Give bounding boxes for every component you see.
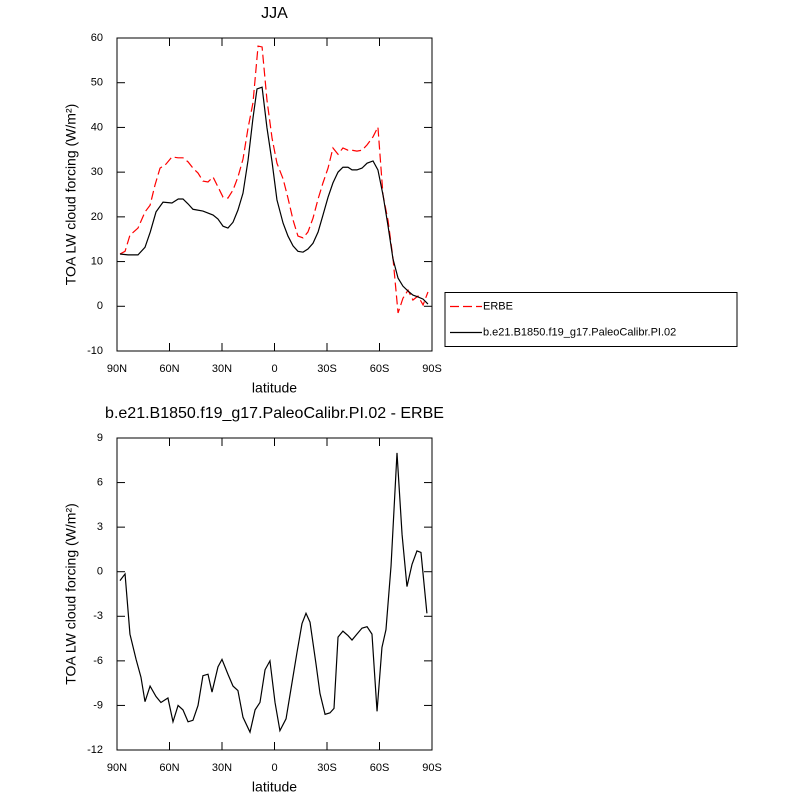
y-axis-label: TOA LW cloud forcing (W/m²) (63, 104, 79, 286)
x-tick-label: 0 (271, 363, 277, 375)
y-tick-label: 10 (91, 255, 103, 267)
y-tick-label: 50 (91, 77, 103, 89)
x-tick-label: 60S (370, 762, 390, 774)
y-tick-label: 3 (97, 521, 103, 533)
legend-label: ERBE (483, 300, 513, 312)
y-tick-label: 30 (91, 166, 103, 178)
data-line (119, 45, 429, 314)
x-tick-label: 90S (422, 762, 442, 774)
x-axis-label: latitude (252, 380, 297, 396)
y-tick-label: 20 (91, 211, 103, 223)
y-tick-label: -9 (93, 699, 103, 711)
y-tick-label: 9 (97, 432, 103, 444)
chart-title: JJA (261, 5, 288, 22)
x-axis-label: latitude (252, 779, 297, 795)
data-line (119, 86, 429, 305)
y-tick-label: -6 (93, 655, 103, 667)
y-tick-label: 0 (97, 566, 103, 578)
data-line (119, 452, 428, 734)
y-tick-label: 60 (91, 32, 103, 44)
x-tick-label: 90N (107, 363, 127, 375)
y-tick-label: 0 (97, 300, 103, 312)
legend-box (444, 292, 738, 347)
y-tick-label: -12 (87, 744, 103, 756)
x-tick-label: 30N (212, 762, 232, 774)
x-tick-label: 90S (422, 363, 442, 375)
plot-frame (116, 437, 433, 751)
y-tick-label: 40 (91, 121, 103, 133)
y-tick-label: -10 (87, 345, 103, 357)
x-tick-label: 30S (317, 762, 337, 774)
x-tick-label: 0 (271, 762, 277, 774)
y-tick-label: 6 (97, 476, 103, 488)
legend-label: b.e21.B1850.f19_g17.PaleoCalibr.PI.02 (483, 326, 676, 338)
plot-frame (116, 37, 433, 352)
x-tick-label: 30S (317, 363, 337, 375)
chart-title: b.e21.B1850.f19_g17.PaleoCalibr.PI.02 - … (105, 405, 444, 422)
x-tick-label: 90N (107, 762, 127, 774)
y-axis-label: TOA LW cloud forcing (W/m²) (63, 503, 79, 685)
x-tick-label: 60S (370, 363, 390, 375)
x-tick-label: 60N (159, 762, 179, 774)
x-tick-label: 30N (212, 363, 232, 375)
y-tick-label: -3 (93, 610, 103, 622)
x-tick-label: 60N (159, 363, 179, 375)
